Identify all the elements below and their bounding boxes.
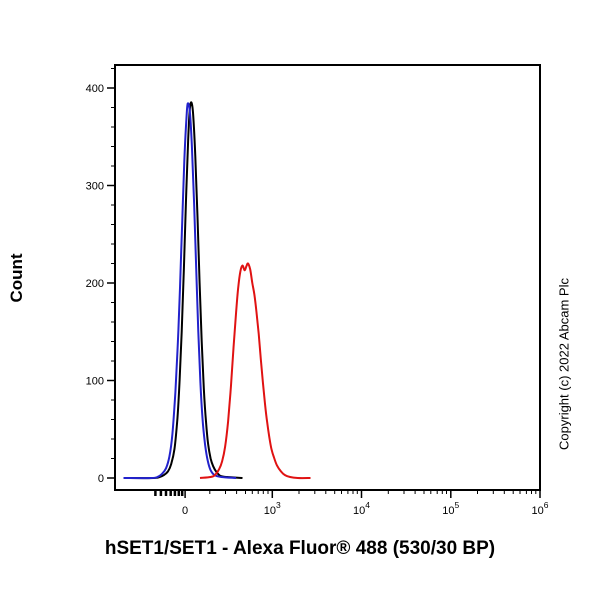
curve-red bbox=[199, 262, 311, 480]
x-tick-label: 106 bbox=[532, 500, 549, 517]
x-tick-label: 0 bbox=[182, 505, 188, 517]
x-tick-label: 104 bbox=[353, 500, 370, 517]
y-axis-label: Count bbox=[7, 253, 26, 303]
curve-black bbox=[123, 101, 243, 480]
copyright-text: Copyright (c) 2022 Abcam Plc bbox=[556, 278, 572, 450]
y-tick-label: 200 bbox=[86, 278, 104, 290]
plot-frame bbox=[114, 64, 541, 491]
y-tick-label: 0 bbox=[98, 473, 104, 485]
y-tick-label: 400 bbox=[86, 83, 104, 95]
x-tick-label: 103 bbox=[264, 500, 281, 517]
x-axis-title: hSET1/SET1 - Alexa Fluor® 488 (530/30 BP… bbox=[104, 538, 496, 559]
curve-blue bbox=[123, 102, 237, 480]
y-tick-label: 300 bbox=[86, 181, 104, 193]
x-tick-label: 105 bbox=[442, 500, 459, 517]
y-tick-label: 100 bbox=[86, 376, 104, 388]
